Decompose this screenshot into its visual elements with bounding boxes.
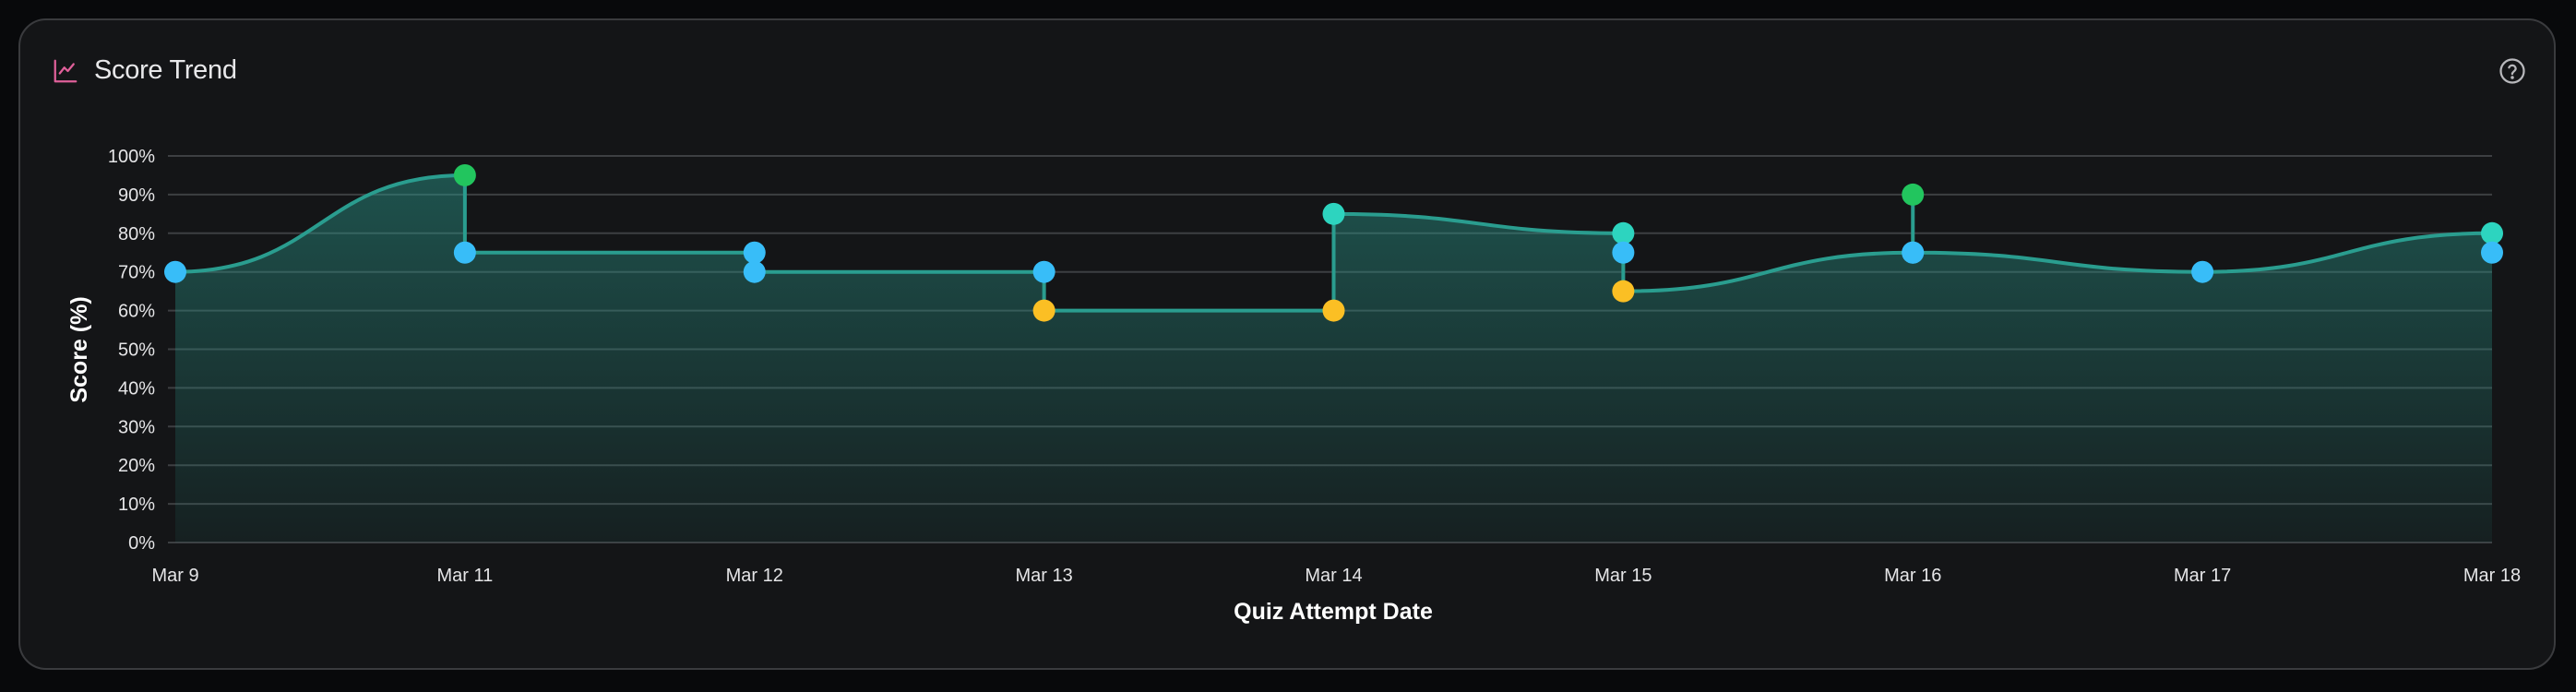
data-point bbox=[2191, 260, 2214, 283]
y-tick-label: 60% bbox=[118, 302, 155, 322]
x-tick-label: Mar 9 bbox=[151, 566, 198, 586]
x-tick-label: Mar 17 bbox=[2174, 566, 2231, 586]
y-tick-label: 100% bbox=[108, 147, 155, 167]
x-axis-title: Quiz Attempt Date bbox=[1234, 599, 1433, 625]
line-chart-icon bbox=[54, 59, 78, 82]
y-tick-label: 90% bbox=[118, 185, 155, 206]
y-tick-label: 50% bbox=[118, 340, 155, 361]
data-point bbox=[1902, 183, 1925, 206]
card-header: Score Trend bbox=[52, 55, 237, 86]
x-tick-label: Mar 12 bbox=[726, 566, 783, 586]
data-point bbox=[743, 241, 766, 264]
help-circle-icon[interactable] bbox=[2498, 57, 2526, 85]
y-tick-label: 70% bbox=[118, 263, 155, 283]
y-tick-label: 10% bbox=[118, 495, 155, 515]
y-axis-title: Score (%) bbox=[66, 296, 92, 402]
data-point bbox=[1612, 280, 1635, 303]
x-tick-label: Mar 18 bbox=[2463, 566, 2521, 586]
data-point bbox=[1032, 299, 1055, 322]
data-point bbox=[2481, 241, 2503, 264]
data-point bbox=[453, 241, 476, 264]
data-point bbox=[2481, 221, 2503, 245]
x-tick-label: Mar 13 bbox=[1016, 566, 1073, 586]
data-point bbox=[1612, 241, 1635, 264]
x-tick-label: Mar 14 bbox=[1305, 566, 1362, 586]
x-tick-label: Mar 15 bbox=[1594, 566, 1652, 586]
y-tick-label: 80% bbox=[118, 224, 155, 245]
card-title: Score Trend bbox=[94, 55, 237, 85]
score-line bbox=[174, 173, 2494, 313]
data-point bbox=[1032, 260, 1055, 283]
x-tick-label: Mar 11 bbox=[436, 566, 493, 586]
data-point bbox=[1902, 241, 1925, 264]
data-point bbox=[1612, 221, 1635, 245]
y-tick-label: 40% bbox=[118, 378, 155, 399]
y-tick-label: 0% bbox=[128, 533, 155, 554]
x-tick-label: Mar 16 bbox=[1884, 566, 1941, 586]
data-point bbox=[164, 260, 186, 283]
data-point bbox=[743, 260, 766, 283]
y-tick-label: 20% bbox=[118, 456, 155, 476]
data-point bbox=[453, 163, 476, 186]
data-point bbox=[1322, 202, 1345, 225]
data-point bbox=[1322, 299, 1345, 322]
y-tick-label: 30% bbox=[118, 417, 155, 437]
